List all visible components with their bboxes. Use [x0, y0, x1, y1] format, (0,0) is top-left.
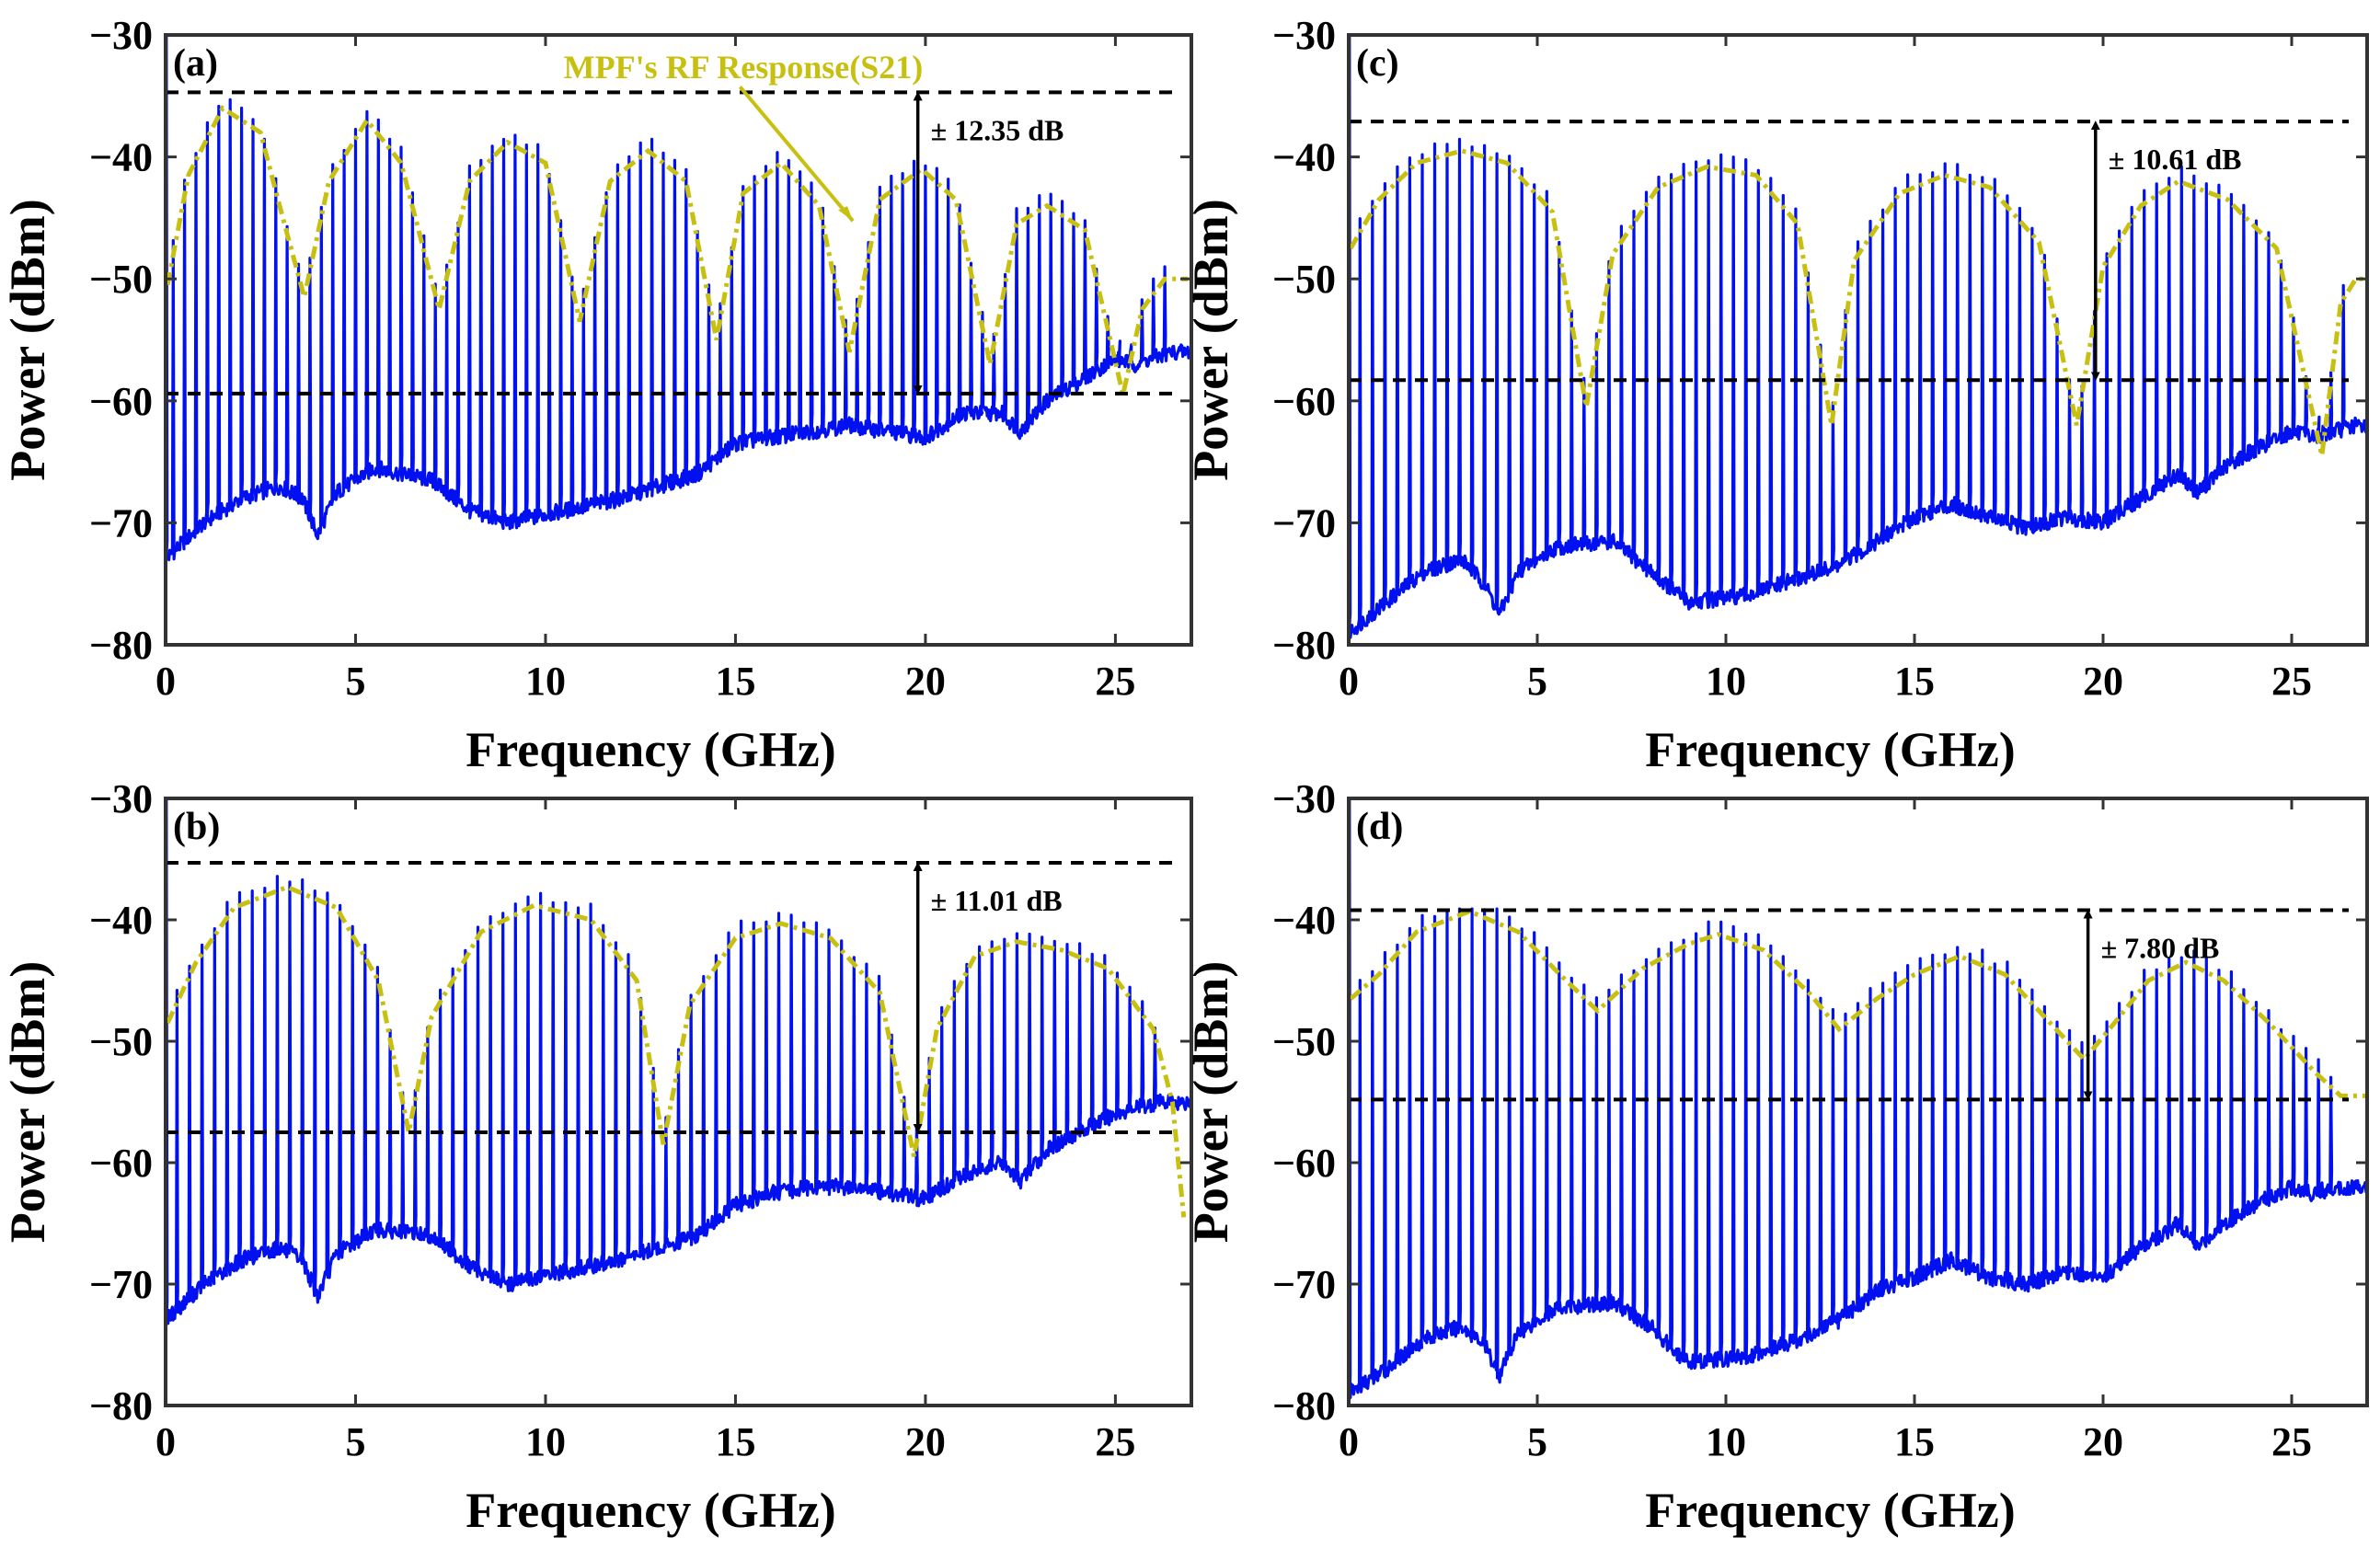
- x-tick-label: 20: [2083, 1419, 2123, 1464]
- x-axis-title: Frequency (GHz): [1645, 1483, 2015, 1538]
- spectrum-line: [166, 798, 1191, 1328]
- x-tick-label: 0: [1339, 659, 1359, 704]
- x-tick-label: 15: [715, 659, 755, 704]
- x-tick-label: 5: [345, 659, 365, 704]
- x-tick-label: 15: [715, 1419, 755, 1464]
- axes-frame: [164, 33, 1193, 647]
- x-tick-label: 10: [1706, 659, 1746, 704]
- y-tick-label: −50: [1272, 1019, 1336, 1064]
- legend-pointer-head: [838, 206, 854, 222]
- x-tick-label: 15: [1894, 659, 1935, 704]
- range-annotation: ± 11.01 dB: [931, 884, 1063, 917]
- x-tick-label: 25: [2271, 1419, 2312, 1464]
- y-tick-label: −70: [89, 1262, 153, 1307]
- y-tick-label: −40: [89, 898, 153, 943]
- x-tick-label: 25: [1095, 659, 1135, 704]
- y-tick-label: −40: [89, 135, 153, 180]
- x-tick-label: 0: [155, 1419, 176, 1464]
- plot-area: [1349, 798, 2367, 1400]
- range-annotation: ± 10.61 dB: [2109, 143, 2242, 176]
- x-tick-label: 0: [1339, 1419, 1359, 1464]
- x-axis-title: Frequency (GHz): [466, 1483, 835, 1538]
- panel-c: ± 10.61 dB 0 5 10 15 20 25 −80 −70 −60 −50 −40 −30 Fr…: [1183, 13, 2369, 777]
- x-tick-label: 15: [1894, 1419, 1935, 1464]
- spectrum-line: [1349, 798, 2367, 1400]
- x-tick-label: 5: [345, 1419, 365, 1464]
- panel-d: ± 7.80 dB 0 5 10 15 20 25 −80 −70 −60 −50 −40 −30 Fre…: [1183, 776, 2369, 1538]
- panel-label: (d): [1356, 806, 1403, 848]
- x-tick-label: 10: [1706, 1419, 1746, 1464]
- x-tick-label: 10: [525, 1419, 566, 1464]
- range-annotation: ± 12.35 dB: [931, 113, 1064, 146]
- axes-frame: [1347, 33, 2369, 647]
- y-axis-title: Power (dBm): [0, 199, 55, 480]
- x-tick-label: 10: [525, 659, 566, 704]
- y-tick-label: −70: [1272, 1262, 1336, 1307]
- x-axis-title: Frequency (GHz): [1645, 722, 2015, 777]
- y-tick-label: −40: [1272, 135, 1336, 180]
- x-axis-title: Frequency (GHz): [466, 722, 835, 777]
- plot-area: [166, 798, 1191, 1328]
- range-annotation: ± 7.80 dB: [2101, 931, 2220, 964]
- y-tick-label: −60: [1272, 379, 1336, 424]
- y-tick-label: −80: [89, 1383, 153, 1429]
- y-tick-label: −80: [1272, 623, 1336, 668]
- panel-a: ± 12.35 dB 0 5 10 15 20 25 −80 −70 −60 −50 −40 −30 Fr…: [0, 13, 1193, 777]
- spectrum-line: [166, 35, 1191, 565]
- y-axis-title: Power (dBm): [1183, 961, 1238, 1243]
- panel-label: (a): [173, 42, 218, 85]
- x-tick-label: 0: [155, 659, 176, 704]
- mpf-response-line: [166, 884, 1187, 1218]
- y-tick-label: −60: [89, 1141, 153, 1186]
- plot-area: [166, 35, 1191, 565]
- y-tick-label: −50: [89, 257, 153, 302]
- y-tick-label: −80: [1272, 1383, 1336, 1429]
- y-tick-label: −60: [89, 379, 153, 424]
- x-tick-label: 25: [1095, 1419, 1135, 1464]
- legend-label: MPF's RF Response(S21): [564, 49, 924, 86]
- panel-b: ± 11.01 dB 0 5 10 15 20 25 −80 −70 −60 −50 −40 −30 Fr…: [0, 776, 1193, 1538]
- x-tick-label: 5: [1527, 1419, 1547, 1464]
- mpf-response-line: [1349, 909, 2367, 1098]
- mpf-response-line: [1349, 148, 2367, 457]
- y-axis-title: Power (dBm): [1183, 199, 1238, 480]
- y-tick-label: −30: [1272, 776, 1336, 821]
- x-tick-label: 20: [2083, 659, 2123, 704]
- y-tick-label: −50: [1272, 257, 1336, 302]
- legend-pointer: [738, 86, 855, 223]
- plot-area: [1349, 35, 2367, 639]
- y-axis-title: Power (dBm): [0, 961, 55, 1243]
- panel-label: (b): [173, 806, 220, 848]
- x-tick-label: 20: [905, 1419, 946, 1464]
- y-tick-label: −80: [89, 623, 153, 668]
- y-tick-label: −40: [1272, 898, 1336, 943]
- y-tick-label: −30: [89, 776, 153, 821]
- y-tick-label: −50: [89, 1019, 153, 1064]
- y-tick-label: −30: [1272, 13, 1336, 58]
- y-tick-label: −60: [1272, 1141, 1336, 1186]
- x-tick-label: 20: [905, 659, 946, 704]
- x-tick-label: 5: [1527, 659, 1547, 704]
- y-tick-label: −30: [89, 13, 153, 58]
- spectrum-line: [1349, 35, 2367, 639]
- mpf-response-line: [166, 105, 1188, 396]
- y-tick-label: −70: [1272, 500, 1336, 545]
- panel-label: (c): [1356, 42, 1399, 85]
- x-tick-label: 25: [2271, 659, 2312, 704]
- y-tick-label: −70: [89, 500, 153, 545]
- axes-frame: [164, 797, 1193, 1407]
- axes-frame: [1347, 797, 2369, 1407]
